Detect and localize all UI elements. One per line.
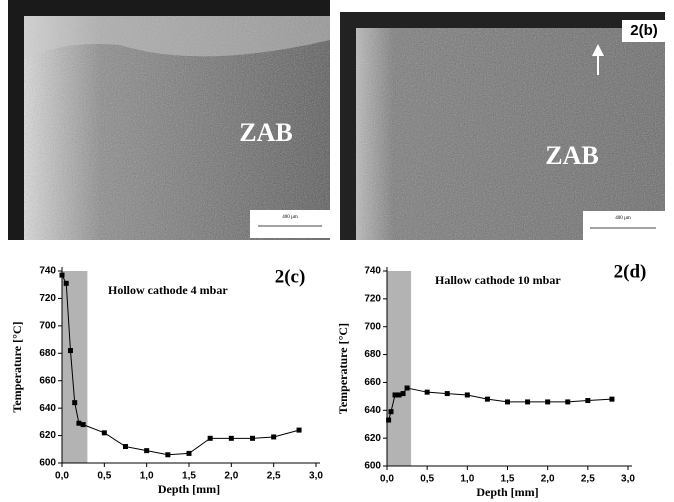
data-point <box>585 398 590 403</box>
x-tick-label: 0,5 <box>97 471 111 482</box>
y-tick-label: 680 <box>364 349 381 360</box>
data-point <box>229 436 234 441</box>
data-point <box>68 348 73 353</box>
data-point <box>64 281 69 286</box>
data-point <box>208 436 213 441</box>
y-tick-label: 720 <box>39 293 56 304</box>
y-tick-label: 640 <box>39 403 56 414</box>
x-tick-label: 1,5 <box>182 471 196 482</box>
x-tick-label: 0,5 <box>420 474 434 485</box>
data-point <box>565 399 570 404</box>
data-point <box>389 409 394 414</box>
x-tick-label: 2,5 <box>267 471 281 482</box>
data-point <box>297 428 302 433</box>
data-point <box>60 273 65 278</box>
data-point <box>545 399 550 404</box>
y-tick-label: 620 <box>39 430 56 441</box>
zone-label: ZAB <box>545 141 598 170</box>
y-axis-label: Temperature [°C] <box>10 321 24 412</box>
x-tick-label: 2,0 <box>224 471 238 482</box>
y-tick-label: 700 <box>39 320 56 331</box>
y-tick-label: 640 <box>364 405 381 416</box>
y-tick-label: 620 <box>364 433 381 444</box>
data-point <box>485 397 490 402</box>
y-tick-label: 740 <box>39 266 56 277</box>
x-axis-label: Depth [mm] <box>158 482 220 496</box>
data-point <box>505 399 510 404</box>
data-point <box>401 391 406 396</box>
micrograph-right: 400 µm ZAB 2(b) <box>340 12 666 240</box>
x-axis-label: Depth [mm] <box>476 485 538 499</box>
x-tick-label: 0,0 <box>380 474 394 485</box>
scale-label: 400 µm <box>282 215 298 220</box>
data-point <box>465 392 470 397</box>
data-point <box>425 390 430 395</box>
x-tick-label: 3,0 <box>309 471 323 482</box>
x-tick-label: 1,0 <box>460 474 474 485</box>
data-point <box>72 400 77 405</box>
x-tick-label: 1,5 <box>501 474 515 485</box>
figure: 400 µm ZAB 400 µm ZAB 2(b) 6006206406606… <box>0 0 674 502</box>
panel-label: 2(d) <box>614 261 647 282</box>
y-tick-label: 600 <box>364 461 381 472</box>
data-point <box>187 451 192 456</box>
panel-label: 2(c) <box>275 266 306 287</box>
data-point <box>123 444 128 449</box>
micrograph-left: 400 µm ZAB <box>8 0 330 240</box>
annotation: Hallow cathode 10 mbar <box>435 273 561 287</box>
x-tick-label: 2,5 <box>581 474 595 485</box>
data-point <box>102 430 107 435</box>
shaded-region <box>387 271 411 466</box>
shaded-region <box>62 271 87 463</box>
y-axis-label: Temperature [°C] <box>336 323 350 414</box>
scale-label: 400 µm <box>615 216 631 221</box>
data-point <box>405 386 410 391</box>
panel-label: 2(b) <box>630 22 658 39</box>
data-point <box>250 436 255 441</box>
x-tick-label: 2,0 <box>541 474 555 485</box>
annotation: Hollow cathode 4 mbar <box>108 283 228 297</box>
data-point <box>445 391 450 396</box>
data-point <box>144 448 149 453</box>
series-line <box>389 388 612 420</box>
data-point <box>81 422 86 427</box>
zone-label: ZAB <box>239 118 292 147</box>
y-tick-label: 720 <box>364 293 381 304</box>
y-tick-label: 660 <box>39 375 56 386</box>
x-tick-label: 3,0 <box>621 474 635 485</box>
data-point <box>271 434 276 439</box>
y-tick-label: 680 <box>39 348 56 359</box>
y-tick-label: 740 <box>364 266 381 277</box>
charts: 600 620 640 660 680 700 720 740 0,0 0,5 1,0 1,5 2,0 2… <box>10 261 647 498</box>
series-line <box>62 275 299 455</box>
y-tick-label: 600 <box>39 458 56 469</box>
y-tick-label: 660 <box>364 377 381 388</box>
data-point <box>165 452 170 457</box>
data-point <box>386 418 391 423</box>
x-tick-label: 1,0 <box>140 471 154 482</box>
y-tick-label: 700 <box>364 321 381 332</box>
x-tick-label: 0,0 <box>55 471 69 482</box>
data-point <box>609 397 614 402</box>
data-point <box>525 399 530 404</box>
